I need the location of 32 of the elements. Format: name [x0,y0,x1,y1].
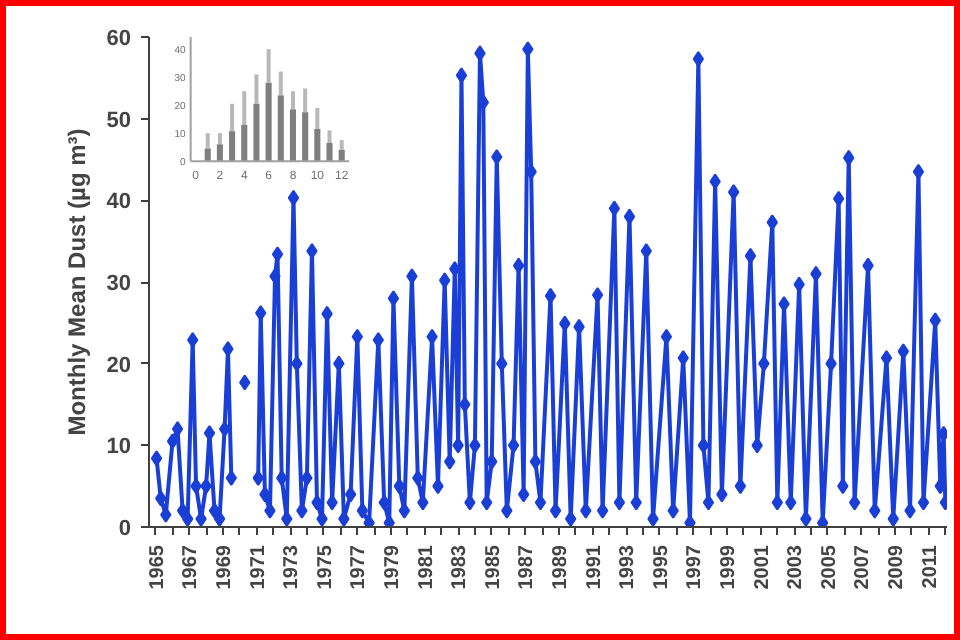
x-tick-label: 2007 [852,544,875,590]
y-tick-label: 0 [118,517,132,541]
y-tick-label: 20 [106,353,132,378]
y-tick-label: 50 [106,108,132,133]
x-tick-label: 1969 [213,544,236,590]
x-tick-label: 1991 [583,544,606,590]
y-axis-title: Monthly Mean Dust (µg m³) [62,128,91,436]
x-tick-label: 1977 [348,544,371,590]
x-tick-label: 1999 [717,544,740,590]
x-tick-label: 1975 [314,544,337,590]
x-tick-label: 1981 [415,544,438,590]
x-tick-label: 2009 [885,544,908,590]
x-tick-label: 1995 [650,544,673,590]
x-tick-label: 1973 [281,544,304,590]
x-tick-label: 1983 [449,544,472,590]
x-tick-label: 1985 [482,544,505,590]
x-tick-label: 1965 [146,544,169,590]
x-tick-label: 2005 [818,544,841,590]
x-tick-label: 1989 [549,544,572,590]
y-tick-label: 10 [106,435,132,460]
x-tick-label: 1997 [684,544,707,590]
x-tick-label: 1971 [247,544,270,590]
y-tick-label: 60 [106,27,132,51]
x-tick-label: 2003 [785,544,808,590]
y-tick-label: 30 [106,272,132,296]
y-tick-label: 40 [106,190,132,215]
x-tick-label: 1987 [516,544,539,590]
x-tick-label: 2011 [919,544,942,589]
x-tick-label: 1993 [617,544,640,590]
x-tick-label: 1979 [381,544,404,590]
x-tick-label: 2001 [751,544,774,590]
x-tick-label: 1967 [180,544,203,590]
